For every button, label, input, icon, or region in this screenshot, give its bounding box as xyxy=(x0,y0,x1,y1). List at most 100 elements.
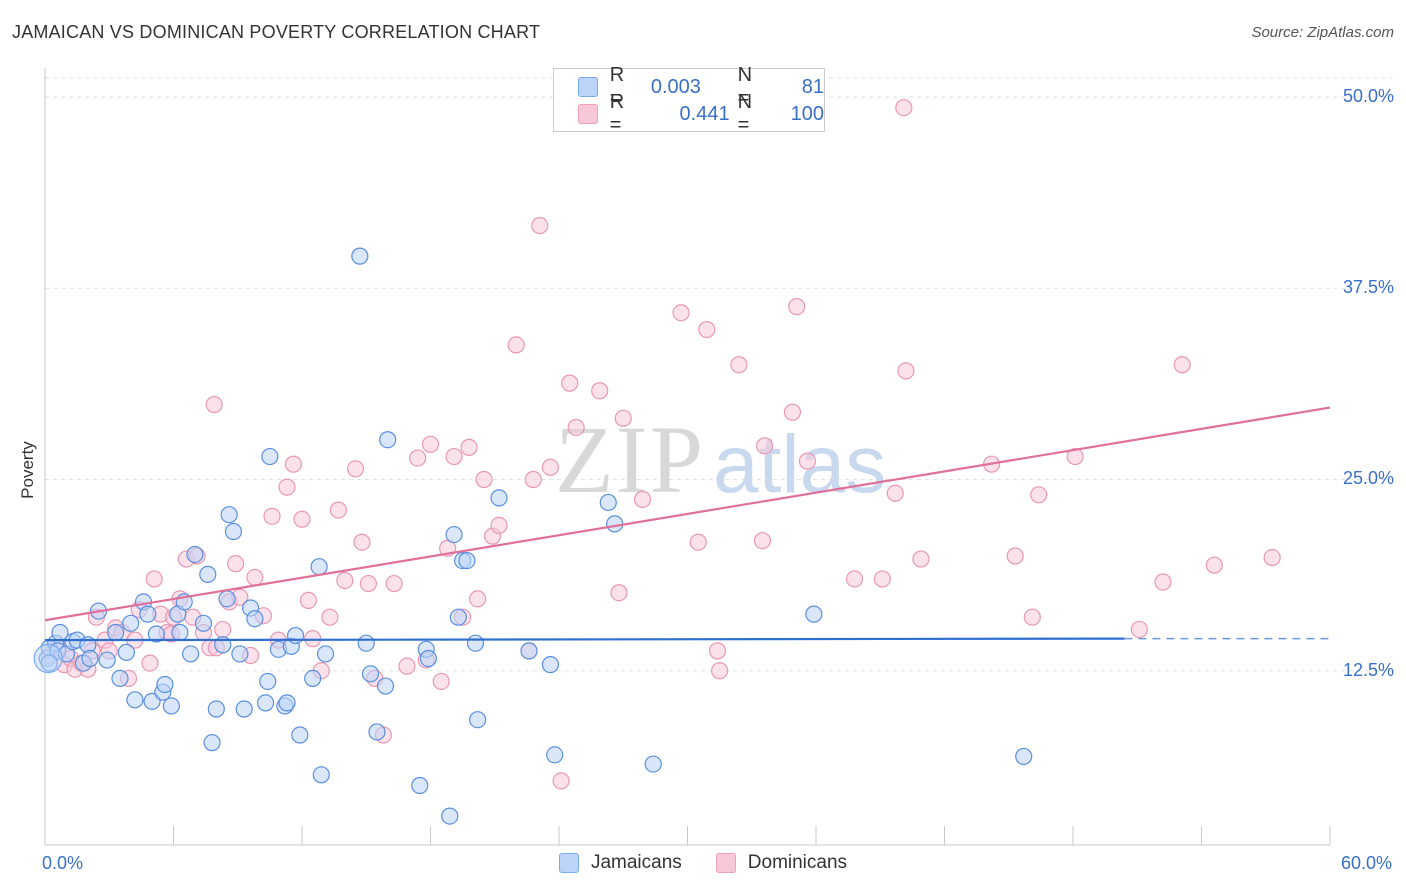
jamaican-point xyxy=(107,623,125,642)
dominican-point xyxy=(409,449,427,467)
jamaican-point xyxy=(186,545,204,564)
jamaican-point xyxy=(520,642,538,660)
dominican-point xyxy=(886,484,904,502)
series-legend: Jamaicans Dominicans xyxy=(0,852,1406,874)
legend-swatch-dominicans xyxy=(715,853,736,873)
dominican-point xyxy=(460,438,478,456)
jamaican-point xyxy=(445,525,463,544)
legend-swatch-jamaicans xyxy=(578,77,598,97)
jamaican-point xyxy=(256,694,275,712)
dominican-point xyxy=(591,382,609,400)
legend-r-value: 0.441 xyxy=(679,102,730,125)
jamaican-point xyxy=(599,493,617,512)
dominican-point xyxy=(507,336,525,354)
legend-n-value: 100 xyxy=(790,102,824,125)
legend-label-jamaicans: Jamaicans xyxy=(590,852,682,873)
jamaican-point xyxy=(182,645,200,663)
dominican-point xyxy=(385,574,403,593)
jamaican-point xyxy=(220,506,238,524)
legend-n-value: 81 xyxy=(801,75,824,98)
dominican-point xyxy=(490,516,508,535)
jamaican-point xyxy=(411,776,429,795)
dominican-point xyxy=(304,630,322,648)
dominican-point xyxy=(321,608,339,626)
dominican-point xyxy=(1205,556,1223,574)
dominican-point xyxy=(897,362,915,380)
jamaican-point xyxy=(111,669,129,688)
jamaican-point xyxy=(259,672,277,691)
jamaican-point xyxy=(805,605,823,623)
dominican-point xyxy=(246,568,264,587)
dominican-point xyxy=(614,409,632,427)
dominican-point xyxy=(552,772,570,790)
dominican-point xyxy=(205,395,223,414)
chart-title: JAMAICAN VS DOMINICAN POVERTY CORRELATIO… xyxy=(12,22,541,42)
dominican-point xyxy=(755,437,774,455)
dominican-point xyxy=(1023,608,1041,626)
dominican-point xyxy=(689,533,707,551)
dominican-point xyxy=(469,590,487,608)
jamaican-point xyxy=(156,675,174,694)
y-tick-label-12-5: 12.5% xyxy=(1342,660,1394,680)
jamaican-point xyxy=(304,669,322,688)
dominican-point xyxy=(336,571,354,590)
legend-n-label: N = xyxy=(737,64,753,109)
jamaican-points xyxy=(33,247,1033,825)
dominican-point xyxy=(873,570,891,588)
dominican-point xyxy=(1030,486,1048,504)
jamaican-point xyxy=(606,515,624,533)
jamaican-point xyxy=(316,645,335,663)
dominican-point xyxy=(561,374,579,392)
legend-item-jamaicans[interactable]: Jamaicans xyxy=(558,852,682,874)
jamaican-point xyxy=(126,691,144,709)
jamaican-point xyxy=(224,522,243,541)
jamaican-point xyxy=(466,634,485,652)
dominican-point xyxy=(708,642,727,660)
jamaican-point xyxy=(203,734,221,752)
dominican-point xyxy=(633,490,652,508)
dominican-point xyxy=(293,510,311,528)
jamaican-point xyxy=(541,656,560,674)
jamaican-point xyxy=(162,697,180,715)
jamaican-point xyxy=(376,677,395,695)
dominican-point xyxy=(329,501,348,519)
dominican-point xyxy=(445,447,463,466)
legend-item-dominicans[interactable]: Dominicans xyxy=(715,852,847,874)
jamaican-point xyxy=(419,649,437,668)
jamaican-point xyxy=(351,247,369,265)
dominican-point xyxy=(1006,547,1024,565)
jamaican-point xyxy=(291,726,309,744)
jamaican-point xyxy=(231,645,249,663)
dominican-point xyxy=(1130,620,1148,639)
dominican-point xyxy=(432,672,450,691)
dominican-point xyxy=(711,662,729,680)
dominican-point xyxy=(278,478,296,496)
jamaican-point xyxy=(246,610,264,628)
x-tick-label-min: 0.0% xyxy=(42,853,84,873)
legend-row-jamaicans: R = 0.003 N = 81 xyxy=(554,64,824,109)
dominican-point xyxy=(359,574,377,593)
dominican-point xyxy=(524,470,542,489)
jamaican-point xyxy=(361,665,380,683)
legend-row-dominicans: R = 0.441 N = 100 xyxy=(554,91,824,136)
jamaican-point xyxy=(546,746,564,764)
legend-n-label: N = xyxy=(737,91,753,136)
dominican-point xyxy=(353,533,371,551)
y-tick-label-50: 50.0% xyxy=(1342,86,1394,106)
dominican-point xyxy=(1263,548,1281,567)
jamaican-cluster-point xyxy=(33,643,63,674)
correlation-legend: R = 0.003 N = 81 R = 0.441 N = 100 xyxy=(553,64,825,136)
jamaican-point xyxy=(449,608,467,626)
jamaican-point xyxy=(122,614,140,632)
jamaican-point xyxy=(147,625,165,643)
jamaican-point xyxy=(207,700,225,718)
dominican-point xyxy=(284,455,303,473)
jamaican-point xyxy=(490,489,508,507)
dominican-point xyxy=(788,298,806,316)
trend-lines xyxy=(44,406,1331,642)
dominican-trend-line xyxy=(44,406,1331,622)
jamaican-point xyxy=(98,651,116,669)
jamaican-point xyxy=(199,565,217,583)
dominican-point xyxy=(798,452,817,470)
